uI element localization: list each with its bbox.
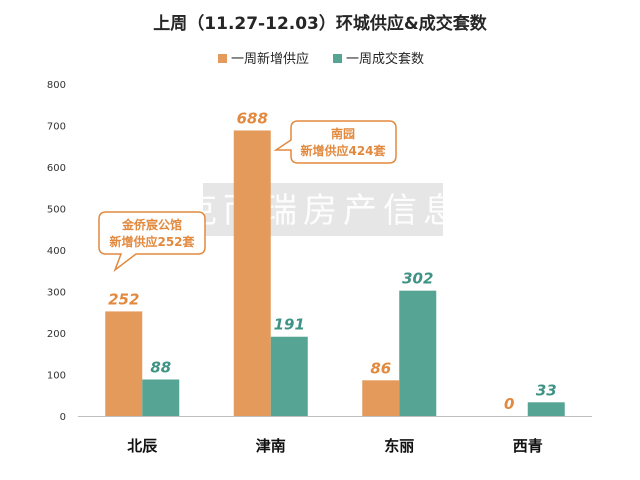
bar-deals: [142, 379, 180, 416]
data-label-deals: 33: [536, 381, 557, 399]
callout-jinqiao-bubble: [98, 211, 206, 273]
y-tick-label: 500: [47, 205, 66, 216]
data-label-deals: 302: [402, 270, 433, 288]
data-label-supply: 86: [370, 359, 391, 377]
callout-nanyuan: 南园 新增供应424套: [273, 120, 397, 164]
callout-jinqiao-line2: 新增供应252套: [109, 234, 195, 249]
bar-deals: [399, 290, 437, 416]
data-label-supply: 0: [504, 395, 514, 413]
callout-nanyuan-line1: 南园: [331, 126, 355, 141]
y-tick-label: 700: [47, 122, 66, 133]
y-tick-label: 400: [47, 246, 66, 257]
callout-jinqiao: 金侨宸公馆 新增供应252套: [98, 211, 206, 273]
x-tick-label: 北辰: [127, 437, 158, 455]
bar-supply: [233, 130, 271, 417]
data-labels: 252 88 688 191 86 302 0 33: [108, 109, 557, 413]
y-tick-label: 200: [47, 329, 66, 340]
y-tick-label: 0: [60, 412, 66, 423]
x-tick-label: 东丽: [384, 437, 414, 455]
chart-title: 上周（11.27-12.03）环城供应&成交套数: [153, 13, 487, 34]
bars: [105, 130, 565, 417]
data-label-supply: 252: [108, 290, 139, 308]
y-axis: 0 100 200 300 400 500 600 700 800: [47, 80, 66, 423]
bar-supply: [362, 380, 400, 416]
x-axis: 北辰 津南 东丽 西青: [127, 437, 543, 455]
bar-supply: [105, 311, 143, 416]
bar-deals: [527, 402, 565, 416]
x-tick-label: 津南: [256, 437, 286, 455]
callout-nanyuan-bubble: [273, 120, 397, 164]
bar-deals: [270, 336, 308, 416]
data-label-deals: 88: [150, 358, 171, 376]
data-label-supply: 688: [237, 109, 268, 127]
data-label-deals: 191: [274, 316, 305, 334]
watermark-text: 克而瑞房产信息: [183, 191, 463, 231]
legend-label-deals: 一周成交套数: [346, 51, 424, 67]
y-tick-label: 600: [47, 163, 66, 174]
callout-jinqiao-line1: 金侨宸公馆: [121, 217, 182, 232]
y-tick-label: 100: [47, 371, 66, 382]
x-tick-label: 西青: [513, 437, 543, 455]
callout-nanyuan-line2: 新增供应424套: [300, 143, 386, 158]
legend-swatch-supply: [218, 54, 227, 63]
legend-label-supply: 一周新增供应: [231, 51, 309, 67]
watermark: 克而瑞房产信息: [183, 183, 463, 236]
y-tick-label: 800: [47, 80, 66, 91]
legend: 一周新增供应 一周成交套数: [218, 51, 424, 67]
legend-swatch-deals: [333, 54, 342, 63]
y-tick-label: 300: [47, 288, 66, 299]
